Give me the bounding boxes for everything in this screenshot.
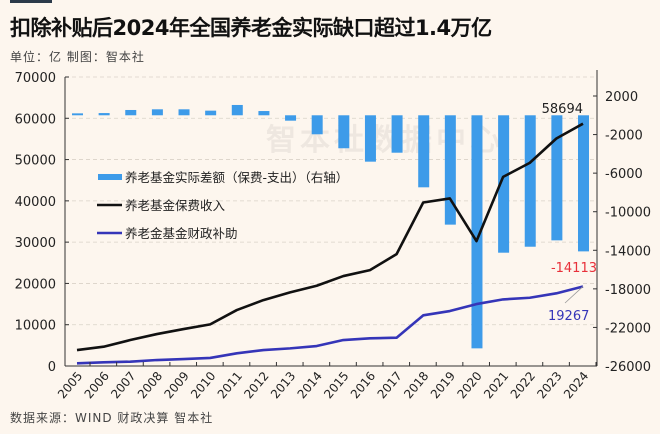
revenue-line xyxy=(76,122,584,352)
x-tick-label: 2008 xyxy=(135,369,165,401)
gap-bar xyxy=(418,115,430,188)
gap-bar xyxy=(524,115,536,247)
gap-bar xyxy=(311,115,323,135)
right-tick-label: -2000 xyxy=(605,129,643,144)
gap-bar xyxy=(364,115,376,162)
gap-bar xyxy=(578,115,589,252)
left-tick-label: 0 xyxy=(48,360,56,375)
revenue-last-label: 58694 xyxy=(542,102,583,117)
x-tick-label: 2020 xyxy=(454,369,484,401)
left-tick-label: 70000 xyxy=(15,71,56,86)
x-tick-label: 2019 xyxy=(428,369,458,401)
source-note: 数据来源：WIND 财政决算 智本社 xyxy=(10,411,214,425)
legend-label: 养老基金保费收入 xyxy=(125,198,226,213)
gap-bar xyxy=(498,115,510,253)
gap-bar xyxy=(391,115,403,153)
x-tick-label: 2016 xyxy=(348,369,378,401)
subsidy-last-label: 19267 xyxy=(548,309,589,324)
x-tick-label: 2021 xyxy=(481,369,511,401)
gap-bar xyxy=(471,115,483,349)
x-tick-label: 2024 xyxy=(561,369,591,401)
legend-label: 养老金基金财政补助 xyxy=(125,226,238,241)
legend-swatch-bar xyxy=(98,174,122,180)
gap-bar xyxy=(98,113,110,116)
right-tick-label: -22000 xyxy=(605,321,651,336)
gap-bar xyxy=(444,115,456,225)
x-tick-label: 2012 xyxy=(241,369,271,401)
left-tick-label: 60000 xyxy=(15,112,56,127)
x-tick-label: 2011 xyxy=(215,369,245,401)
top-accent-bar xyxy=(10,0,52,3)
gap-bar xyxy=(151,109,163,116)
right-tick-label: -6000 xyxy=(605,167,643,182)
left-tick-label: 40000 xyxy=(15,195,56,210)
page-title: 扣除补贴后2024年全国养老金实际缺口超过1.4万亿 xyxy=(10,16,492,40)
x-tick-label: 2006 xyxy=(82,369,112,401)
left-tick-label: 10000 xyxy=(15,319,56,334)
gap-bar xyxy=(125,109,137,116)
legend-label: 养老基金实际差额（保费-支出）（右轴） xyxy=(125,170,348,185)
gap-bar xyxy=(231,104,243,116)
right-tick-label: -14000 xyxy=(605,244,651,259)
left-tick-label: 20000 xyxy=(15,277,56,292)
gap-bar xyxy=(72,113,83,116)
right-tick-label: -10000 xyxy=(605,206,651,221)
right-tick-label: -18000 xyxy=(605,283,651,298)
subsidy-line xyxy=(76,285,584,365)
gap-last-label: -14113 xyxy=(551,261,597,276)
x-tick-label: 2005 xyxy=(55,369,85,401)
x-tick-label: 2014 xyxy=(295,369,325,401)
x-tick-label: 2007 xyxy=(108,369,138,401)
gap-bar xyxy=(205,110,217,116)
right-tick-label: -26000 xyxy=(605,360,651,375)
gap-bar xyxy=(551,115,563,241)
x-tick-label: 2017 xyxy=(375,369,405,401)
left-tick-label: 30000 xyxy=(15,236,56,251)
left-tick-label: 50000 xyxy=(15,154,56,169)
gap-bar xyxy=(258,111,270,116)
subtitle: 单位：亿 制图：智本社 xyxy=(10,50,145,64)
right-tick-label: 2000 xyxy=(605,90,638,105)
subsidy-leader-line xyxy=(564,286,584,304)
x-tick-label: 2010 xyxy=(188,369,218,401)
x-tick-label: 2018 xyxy=(401,369,431,401)
gap-bar xyxy=(285,115,297,121)
x-tick-label: 2023 xyxy=(534,369,564,401)
x-tick-label: 2015 xyxy=(321,369,351,401)
gap-bar xyxy=(338,115,350,149)
x-tick-label: 2009 xyxy=(161,369,191,401)
watermark: 智本社数据中心 xyxy=(266,123,504,158)
x-tick-label: 2013 xyxy=(268,369,298,401)
x-tick-label: 2022 xyxy=(508,369,538,401)
gap-bar xyxy=(178,109,190,116)
